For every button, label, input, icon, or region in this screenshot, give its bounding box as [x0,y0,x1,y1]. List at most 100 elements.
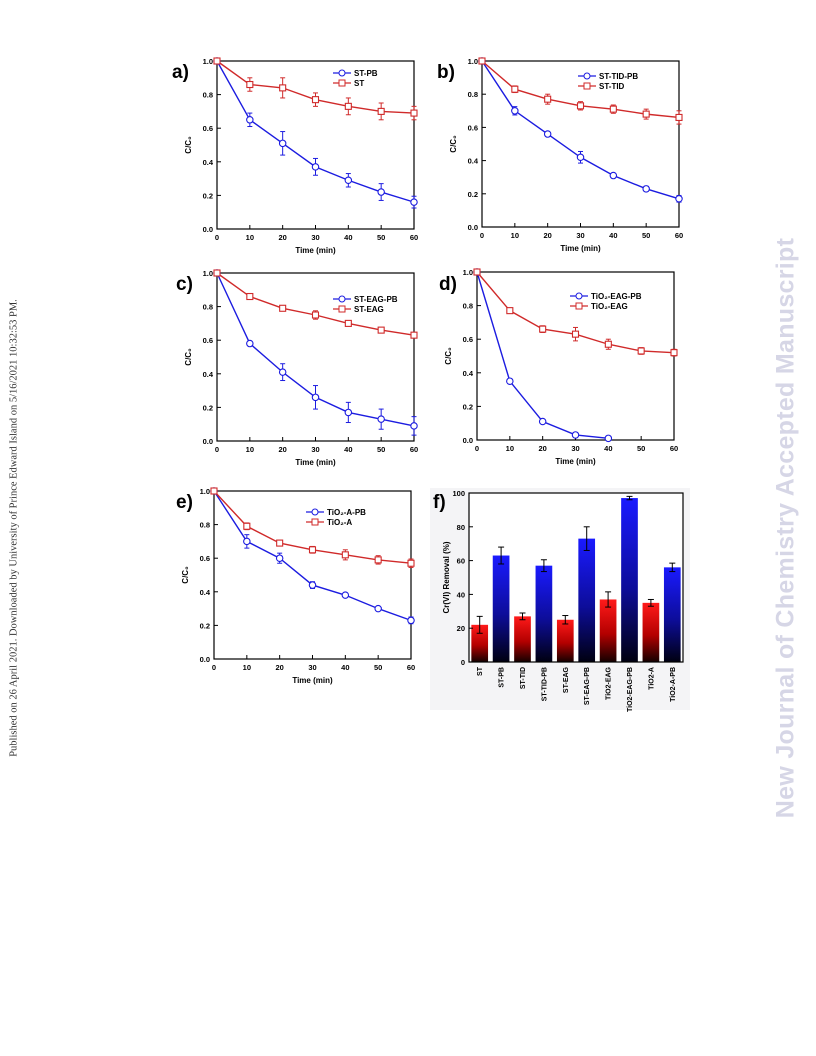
legend-marker [338,79,346,87]
panel-letter: b) [437,62,455,83]
x-tick-label: 40 [604,444,612,453]
data-point-square [374,556,382,564]
x-tick-label: 60 [670,444,678,453]
data-point-circle [571,431,580,439]
y-tick-label: 0.8 [200,521,210,530]
y-tick-label: 1.0 [463,268,473,277]
data-point-square [213,269,221,277]
data-point-circle [377,415,385,423]
y-tick-label: 0.8 [463,302,473,311]
data-point-square [511,85,519,93]
series-1 [213,57,418,121]
x-category-label: ST [477,666,484,676]
series-0 [478,57,683,203]
data-point-circle [410,198,418,206]
legend-label: TiO₂-EAG [591,302,628,311]
data-point-square [276,539,284,547]
y-tick-label: 60 [457,557,465,566]
y-tick-label: 0.0 [468,223,478,232]
y-tick-label: 0.2 [203,403,213,412]
data-point-square [675,113,683,121]
bar-0 [471,624,489,662]
plot-frame [213,490,412,660]
y-tick-label: 0.8 [203,91,213,100]
panel-letter: d) [439,274,457,295]
data-point-square [410,109,418,117]
data-point-square [407,559,415,567]
x-tick-label: 30 [576,231,584,240]
y-tick-label: 0.4 [463,369,474,378]
data-point-circle [609,171,618,180]
x-category-label: ST-EAG-PB [584,667,591,705]
bar-5 [578,538,596,662]
data-point-square [478,57,486,65]
legend-label: ST-EAG [354,305,384,314]
legend-marker [575,292,583,300]
legend-marker [583,72,591,80]
series-line [476,271,609,440]
panel-letter: a) [172,62,189,83]
x-category-label: TiO2-EAG [606,666,613,699]
data-point-circle [311,163,320,171]
y-tick-label: 0.6 [203,124,213,133]
data-point-square [670,349,678,357]
data-point-circle [344,408,353,417]
data-point-circle [642,185,650,193]
x-tick-label: 60 [410,233,418,242]
y-tick-label: 0.6 [463,335,473,344]
data-point-square [576,102,585,110]
x-tick-label: 0 [215,233,219,242]
x-tick-label: 20 [543,231,551,240]
y-tick-label: 1.0 [203,269,213,278]
x-category-label: TiO2-A-PB [670,667,677,702]
x-axis-label: Time (min) [295,246,336,255]
legend-label: ST-PB [354,69,378,78]
data-point-circle [543,130,552,138]
y-tick-label: 1.0 [200,487,210,496]
y-tick-label: 0 [461,658,465,667]
y-axis-label: C/C₀ [449,135,458,153]
legend-marker [338,295,346,303]
data-point-square [377,326,385,334]
y-tick-label: 100 [452,489,465,498]
data-point-circle [311,393,320,402]
y-tick-label: 0.0 [203,437,213,446]
data-point-circle [576,153,585,162]
bar-1 [492,555,510,662]
x-tick-label: 40 [341,663,349,672]
y-tick-label: 0.6 [468,123,478,132]
x-tick-label: 20 [278,233,286,242]
x-tick-label: 50 [374,663,382,672]
x-tick-label: 50 [637,444,645,453]
x-tick-label: 0 [480,231,484,240]
y-tick-label: 0.2 [200,621,210,630]
data-point-square [506,307,514,315]
series-1 [478,57,683,125]
data-point-circle [341,591,350,599]
x-tick-label: 60 [675,231,683,240]
data-point-circle [246,116,254,124]
data-point-square [410,331,418,339]
legend-marker [311,518,319,526]
x-tick-label: 30 [311,233,319,242]
x-tick-label: 20 [275,663,283,672]
x-tick-label: 30 [311,445,319,454]
data-point-square [571,330,580,338]
data-point-square [604,340,612,348]
legend-label: TiO₂-EAG-PB [591,292,642,301]
plot-frame [468,492,684,663]
x-category-label: ST-TID [520,667,527,689]
data-point-square [308,546,317,554]
x-tick-label: 30 [571,444,579,453]
x-tick-label: 40 [344,233,352,242]
x-axis-label: Time (min) [555,457,596,466]
x-tick-label: 20 [278,445,286,454]
x-tick-label: 50 [642,231,650,240]
bar-6 [599,599,617,662]
panel-letter: e) [176,492,193,513]
data-point-square [473,268,481,276]
data-point-square [609,105,617,113]
data-point-circle [308,581,317,589]
data-point-square [246,292,254,301]
bar-4 [556,619,574,662]
